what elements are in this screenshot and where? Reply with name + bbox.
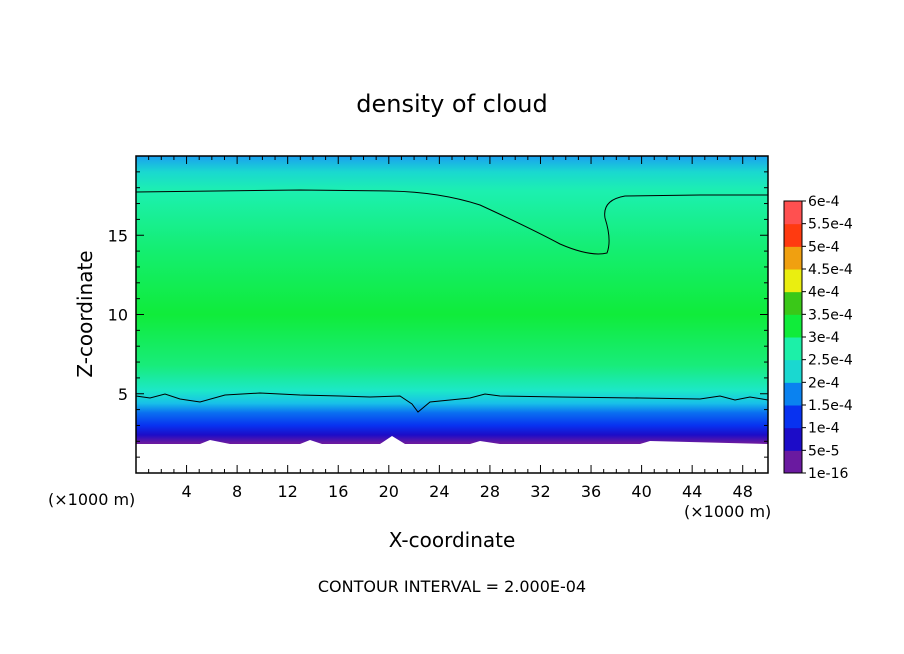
colorbar-swatch [784, 405, 802, 429]
colorbar-swatch [784, 359, 802, 383]
x-tick-label: 48 [733, 482, 753, 501]
contour-line-lower [136, 392, 768, 413]
x-tick-label: 28 [480, 482, 500, 501]
colorbar-label: 3.5e-4 [808, 307, 853, 323]
colorbar-swatch [784, 201, 802, 225]
contour-line-upper [136, 189, 768, 255]
colorbar-swatch [784, 337, 802, 361]
density-field [136, 156, 768, 473]
y-tick-label: 15 [108, 226, 128, 245]
colorbar-label: 5e-4 [808, 239, 840, 255]
x-tick-label: 24 [429, 482, 449, 501]
colorbar-label: 3e-4 [808, 330, 840, 346]
plot-area [136, 156, 768, 473]
x-tick-label: 44 [682, 482, 702, 501]
colorbar-label: 2e-4 [808, 375, 840, 391]
colorbar-label: 2.5e-4 [808, 353, 853, 369]
colorbar-label: 1e-4 [808, 421, 840, 437]
x-axis: 4 8 12 16 20 24 28 32 36 40 44 48 [148, 156, 756, 501]
colorbar-label: 1e-16 [808, 466, 848, 482]
x-tick-label: 12 [278, 482, 298, 501]
colorbar: 1e-16 5e-5 1e-4 1.5e-4 2e-4 2.5e-4 3e-4 3.5e-4 4… [783, 194, 853, 482]
colorbar-swatch [784, 223, 802, 247]
x-unit-right: (×1000 m) [684, 502, 771, 521]
y-tick-label: 5 [118, 385, 128, 404]
colorbar-swatch [784, 450, 802, 474]
colorbar-label: 4.5e-4 [808, 262, 853, 278]
colorbar-swatch [784, 246, 802, 270]
x-axis-label: X-coordinate [389, 528, 516, 552]
colorbar-label: 5e-5 [808, 443, 839, 459]
chart-title: density of cloud [356, 90, 547, 118]
colorbar-label: 6e-4 [808, 194, 840, 210]
x-tick-label: 16 [328, 482, 348, 501]
x-tick-label: 8 [232, 482, 242, 501]
colorbar-label: 4e-4 [808, 285, 840, 301]
y-axis: 5 10 15 [108, 171, 768, 458]
bottom-white-region [136, 436, 768, 473]
colorbar-label: 5.5e-4 [808, 217, 853, 233]
x-tick-label: 32 [530, 482, 550, 501]
x-tick-label: 40 [631, 482, 651, 501]
y-tick-label: 10 [108, 306, 128, 325]
colorbar-swatch [784, 382, 802, 406]
colorbar-swatch [784, 314, 802, 338]
contour-interval-footer: CONTOUR INTERVAL = 2.000E-04 [318, 577, 586, 596]
y-axis-label: Z-coordinate [73, 250, 97, 377]
colorbar-swatch [784, 291, 802, 315]
x-tick-label: 20 [379, 482, 399, 501]
colorbar-swatch [784, 427, 802, 451]
colorbar-swatch [784, 269, 802, 293]
low-density-plume [440, 156, 630, 250]
x-tick-label: 36 [581, 482, 601, 501]
colorbar-label: 1.5e-4 [808, 398, 853, 414]
x-tick-label: 4 [181, 482, 191, 501]
x-unit-left: (×1000 m) [48, 490, 135, 509]
